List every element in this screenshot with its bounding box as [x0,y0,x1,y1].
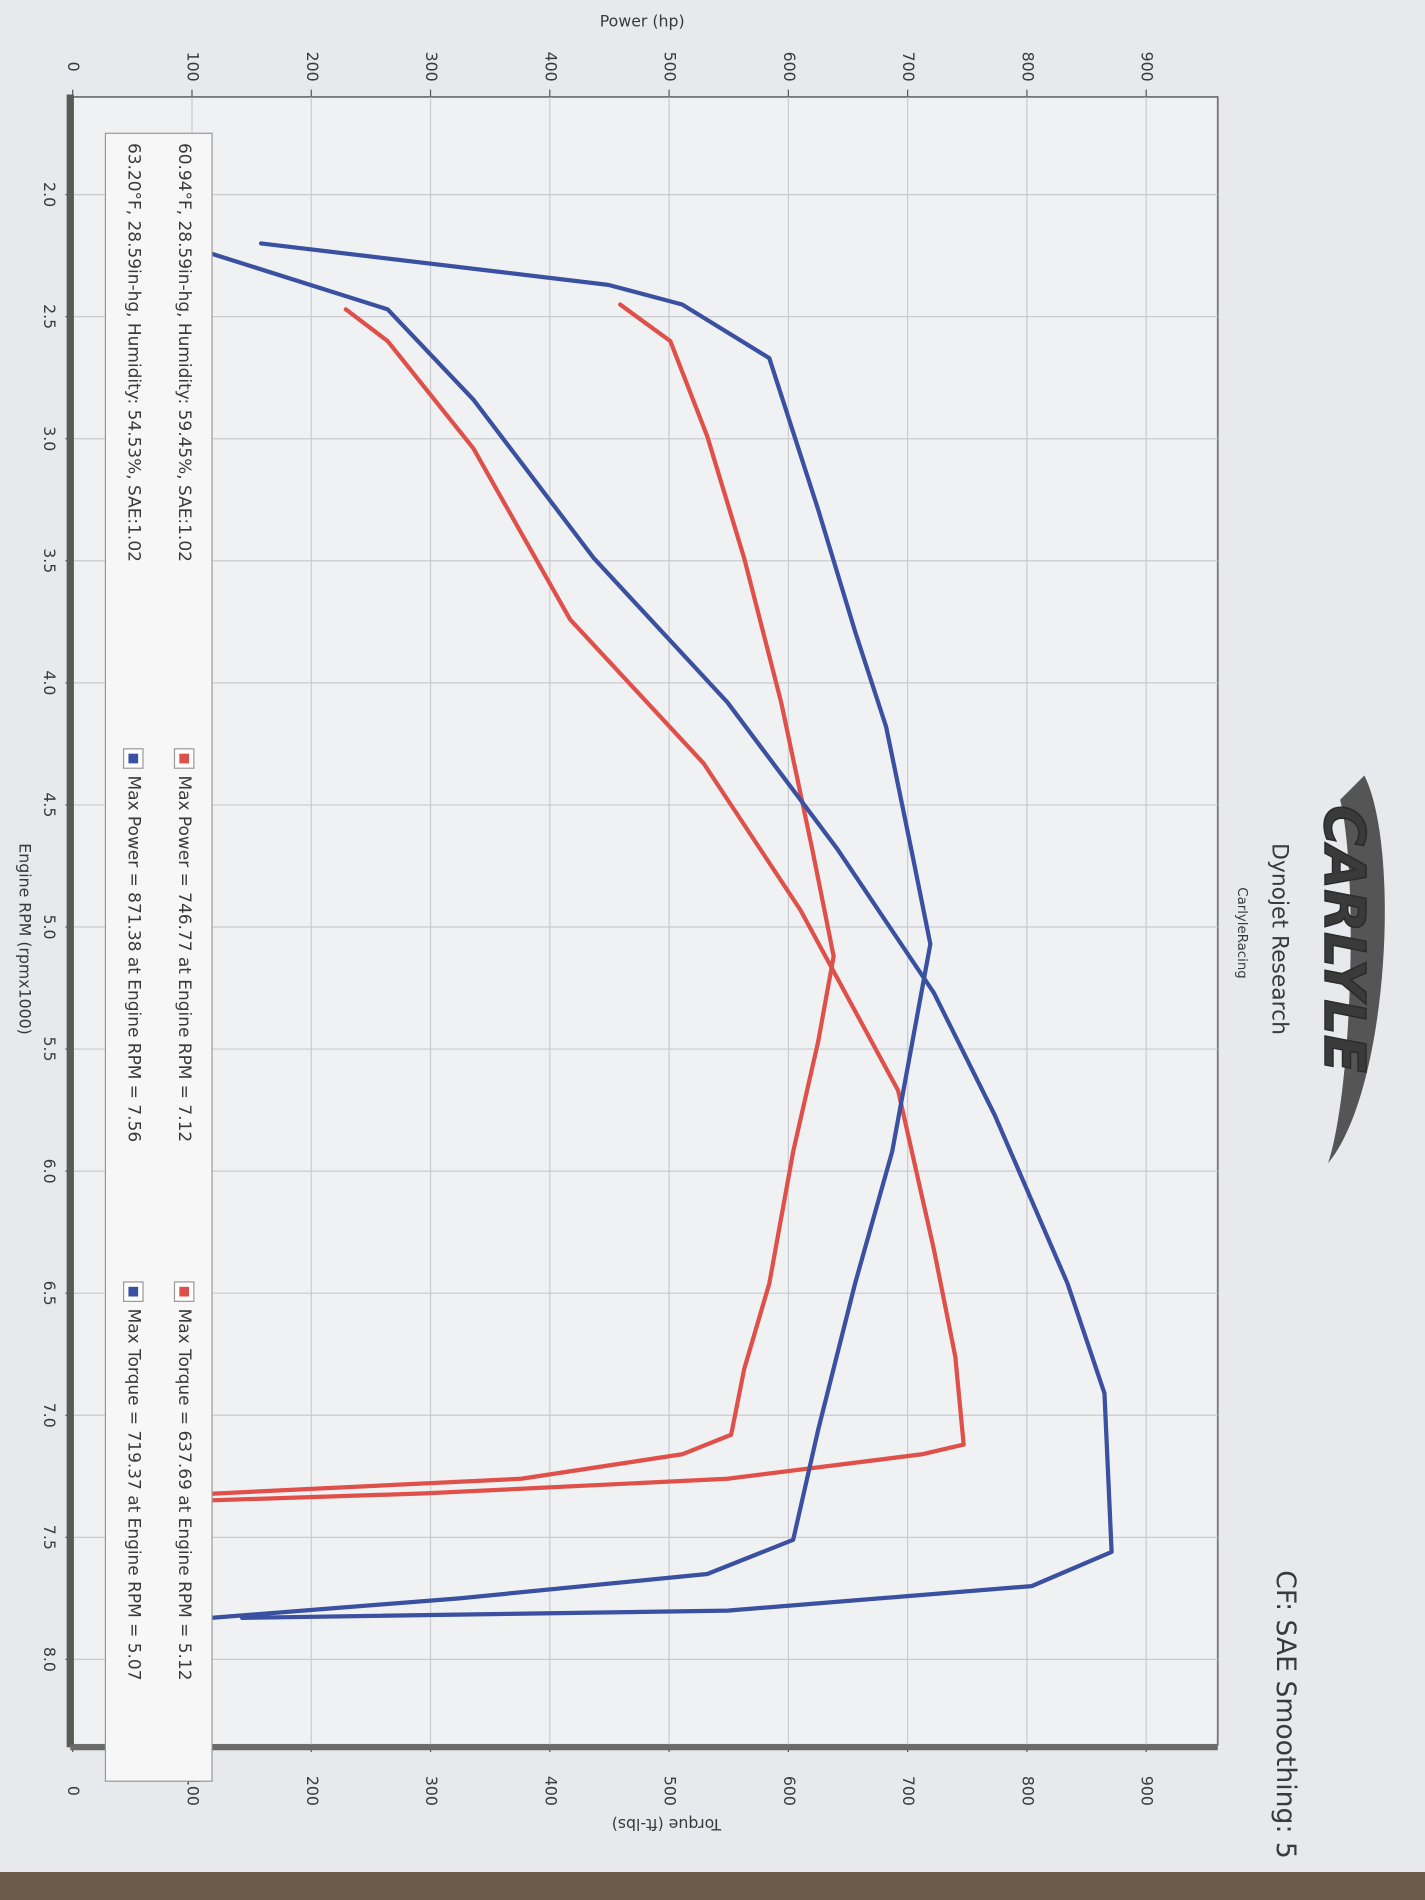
legend-item: Max Torque = 719.37 at Engine RPM = 5.07 [124,1309,144,1681]
x-tick-label: 7.0 [40,1403,59,1428]
x-tick-label: 4.0 [40,670,59,695]
series-line [198,307,966,1503]
x-tick-label: 6.0 [40,1159,59,1184]
series-line [208,241,933,1620]
x-tick-label: 5.5 [40,1037,59,1062]
y-axis-title: Power (hp) [600,11,685,30]
subtitle: Dynojet Research [1266,843,1291,1035]
logo-swoosh [1328,775,1385,1164]
y-tick-label: 800 [1018,52,1037,82]
y-tick-label: 900 [1138,52,1157,82]
x-tick-label: 2.5 [40,304,59,329]
x-tick-label: 3.5 [40,548,59,573]
legend-swatch-fill [128,753,139,764]
y2-tick-label: 100 [183,1776,202,1806]
legend-swatch-fill [179,1286,190,1297]
y2-tick-label: 400 [541,1776,560,1806]
y-tick-label: 0 [64,62,83,72]
legend-swatch-fill [128,1286,139,1297]
chart-title: CF: SAE Smoothing: 5 [1270,1570,1301,1859]
series-line [192,246,1114,1620]
legend-swatch-fill [179,753,190,764]
y-tick-label: 400 [541,52,560,82]
legend-item: Max Power = 746.77 at Engine RPM = 7.12 [175,775,195,1142]
x-axis-title: Engine RPM (rpmx1000) [16,843,35,1035]
y-tick-label: 500 [661,52,680,82]
y2-tick-label: 600 [780,1776,799,1806]
x-tick-label: 3.0 [40,426,59,451]
y-tick-label: 700 [899,52,918,82]
legend-conditions: 63.20°F, 28.59in-hg, Humidity: 54.53%, S… [124,143,144,562]
x-tick-label: 8.0 [40,1647,59,1672]
y2-tick-label: 700 [899,1776,918,1806]
y2-tick-label: 900 [1138,1776,1157,1806]
y-tick-label: 600 [780,52,799,82]
x-tick-label: 5.0 [40,914,59,939]
y2-tick-label: 0 [64,1786,83,1796]
logo: CARLYLE [1311,805,1376,1073]
x-tick-label: 2.0 [40,182,59,207]
y2-tick-label: 500 [661,1776,680,1806]
legend-conditions: 60.94°F, 28.59in-hg, Humidity: 59.45%, S… [175,143,195,562]
caption: CarlyleRacing [1234,887,1249,978]
x-tick-label: 6.5 [40,1281,59,1306]
legend-box [104,132,213,1782]
x-tick-label: 7.5 [40,1525,59,1550]
rotated-sheet: 2.0 2.5 3.0 3.5 4.0 4.5 5.0 5.5 6.0 6.5 7.0 7.5 8.0 0… [16,11,1385,1859]
y2-tick-label: 200 [303,1776,322,1806]
y2-axis-title: Torque (ft-lbs) [612,1815,722,1834]
y2-tick-label: 800 [1018,1776,1037,1806]
y-tick-label: 100 [183,52,202,82]
y-tick-label: 200 [303,52,322,82]
y-tick-label: 300 [422,52,441,82]
legend-item: Max Torque = 637.69 at Engine RPM = 5.12 [175,1309,195,1681]
series-line [165,302,836,1498]
y2-tick-label: 300 [422,1776,441,1806]
legend-item: Max Power = 871.38 at Engine RPM = 7.56 [124,775,144,1142]
x-tick-label: 4.5 [40,792,59,817]
floor [0,1872,1425,1900]
